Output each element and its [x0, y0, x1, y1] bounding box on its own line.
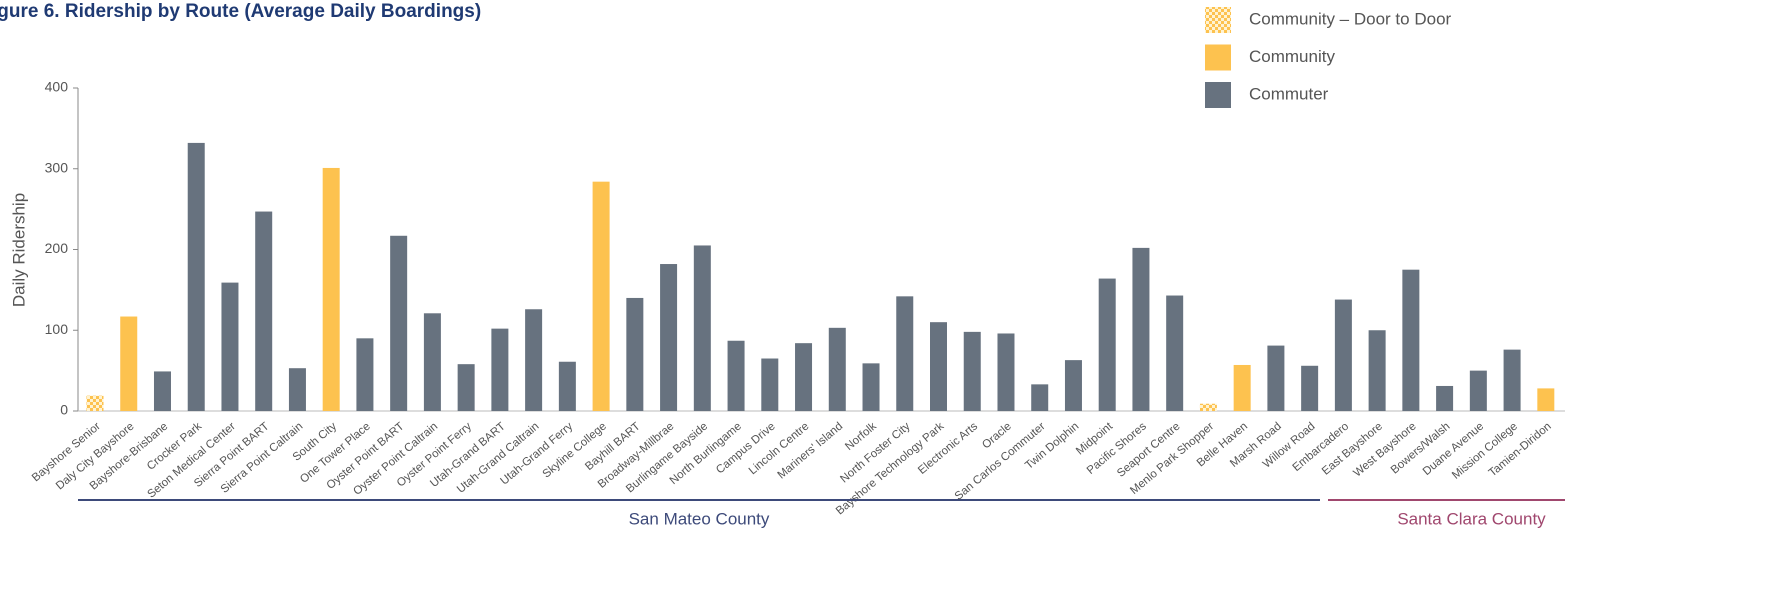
bar	[221, 282, 239, 411]
bar	[862, 363, 880, 411]
bar	[356, 338, 374, 411]
legend-swatch	[1205, 44, 1231, 71]
y-tick-label: 300	[45, 159, 69, 175]
bar	[1301, 365, 1319, 411]
bar	[288, 368, 306, 411]
bar	[963, 331, 981, 411]
bar	[795, 343, 813, 411]
legend-label: Community – Door to Door	[1249, 9, 1452, 28]
legend-swatch	[1205, 82, 1231, 108]
bar	[1334, 299, 1352, 411]
bar	[1199, 403, 1217, 411]
bar	[896, 296, 914, 411]
bar	[423, 313, 441, 411]
x-tick-label: Tamien-Diridon	[1487, 420, 1554, 479]
bar	[693, 245, 711, 411]
y-tick-label: 400	[45, 79, 69, 95]
bar	[1267, 345, 1285, 411]
bar	[1166, 295, 1184, 411]
y-axis-label: Daily Ridership	[9, 193, 28, 307]
bar	[153, 371, 171, 411]
bar	[390, 235, 408, 411]
bar	[491, 328, 509, 411]
bar	[1368, 330, 1386, 411]
bar	[626, 297, 644, 411]
bar	[1503, 349, 1521, 411]
bar	[1132, 247, 1150, 411]
bar	[997, 333, 1015, 411]
bar	[1031, 384, 1049, 411]
bar	[1233, 364, 1251, 411]
bar	[1537, 388, 1555, 411]
bar	[1064, 360, 1082, 411]
bar	[86, 395, 104, 411]
bar	[120, 316, 138, 411]
bar	[187, 142, 205, 411]
y-tick-label: 0	[60, 402, 68, 418]
bar	[1436, 385, 1454, 411]
bar	[558, 361, 576, 411]
region-label: San Mateo County	[629, 509, 770, 528]
legend-label: Commuter	[1249, 84, 1329, 103]
x-tick-label: Electronic Arts	[916, 420, 980, 477]
bar	[592, 181, 610, 411]
bar	[255, 211, 273, 411]
bar	[457, 364, 475, 411]
bar	[1469, 370, 1487, 411]
bar	[1402, 269, 1420, 411]
legend-label: Community	[1249, 47, 1335, 66]
y-tick-label: 100	[45, 321, 69, 337]
bar	[322, 167, 340, 411]
bar	[1098, 278, 1116, 411]
bar	[525, 309, 543, 411]
y-tick-label: 200	[45, 240, 69, 256]
legend-swatch	[1205, 7, 1231, 33]
bar	[660, 264, 678, 411]
bar	[828, 327, 846, 411]
chart-title: igure 6. Ridership by Route (Average Dai…	[0, 1, 481, 22]
bar	[727, 340, 745, 411]
bar	[930, 322, 947, 411]
region-label: Santa Clara County	[1397, 509, 1546, 528]
bar	[761, 358, 779, 411]
